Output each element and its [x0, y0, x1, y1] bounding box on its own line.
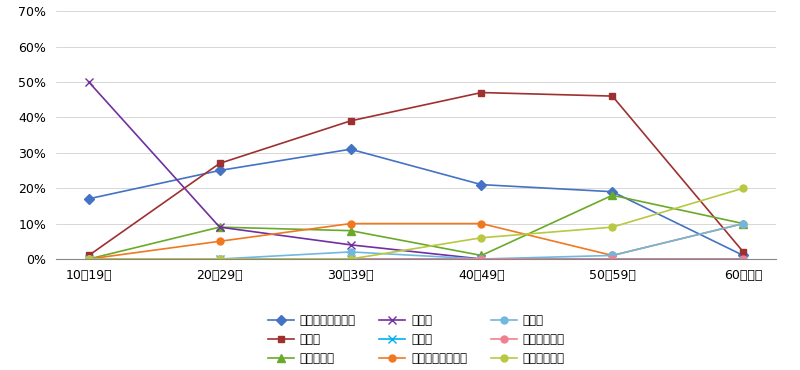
Line: 転　動: 転 動 — [86, 89, 746, 259]
結婚・離婚・縁組 — [607, 253, 617, 258]
交通の利便性 — [738, 257, 748, 261]
卒　業 — [738, 257, 748, 261]
退職・廃業 — [738, 221, 748, 226]
結婚・離婚・縁組 — [84, 257, 94, 261]
Line: 生活の利便性: 生活の利便性 — [86, 185, 746, 262]
就職・転職・転業 — [84, 196, 94, 201]
就職・転職・転業 — [215, 168, 225, 173]
Line: 就　学: 就 学 — [85, 78, 747, 263]
卒　業 — [346, 257, 355, 261]
卒　業 — [215, 257, 225, 261]
住　宅 — [477, 257, 486, 261]
転　動 — [607, 94, 617, 98]
交通の利便性 — [607, 257, 617, 261]
就　学 — [477, 257, 486, 261]
Line: 住　宅: 住 宅 — [86, 220, 746, 262]
住　宅 — [84, 257, 94, 261]
Legend: 就職・転職・転業, 転　動, 退職・廃業, 就　学, 卒　業, 結婚・離婚・縁組, 住　宅, 交通の利便性, 生活の利便性: 就職・転職・転業, 転 動, 退職・廃業, 就 学, 卒 業, 結婚・離婚・縁組… — [263, 310, 569, 370]
退職・廃業 — [84, 257, 94, 261]
生活の利便性 — [607, 225, 617, 229]
結婚・離婚・縁組 — [477, 221, 486, 226]
Line: 就職・転職・転業: 就職・転職・転業 — [86, 146, 746, 259]
転　動 — [84, 253, 94, 258]
就職・転職・転業 — [738, 253, 748, 258]
交通の利便性 — [84, 257, 94, 261]
転　動 — [738, 250, 748, 254]
退職・廃業 — [346, 228, 355, 233]
交通の利便性 — [215, 257, 225, 261]
Line: 結婚・離婚・縁組: 結婚・離婚・縁組 — [86, 220, 746, 262]
就職・転職・転業 — [607, 189, 617, 194]
転　動 — [215, 161, 225, 166]
結婚・離婚・縁組 — [346, 221, 355, 226]
交通の利便性 — [346, 257, 355, 261]
生活の利便性 — [346, 257, 355, 261]
Line: 退職・廃業: 退職・廃業 — [85, 191, 747, 263]
住　宅 — [215, 257, 225, 261]
生活の利便性 — [84, 257, 94, 261]
退職・廃業 — [477, 253, 486, 258]
卒　業 — [84, 257, 94, 261]
住　宅 — [346, 250, 355, 254]
就職・転職・転業 — [477, 182, 486, 187]
就職・転職・転業 — [346, 147, 355, 151]
転　動 — [477, 90, 486, 95]
退職・廃業 — [607, 193, 617, 198]
就　学 — [738, 257, 748, 261]
生活の利便性 — [215, 257, 225, 261]
退職・廃業 — [215, 225, 225, 229]
結婚・離婚・縁組 — [738, 221, 748, 226]
Line: 交通の利便性: 交通の利便性 — [86, 256, 746, 262]
転　動 — [346, 119, 355, 123]
結婚・離婚・縁組 — [215, 239, 225, 243]
卒　業 — [477, 257, 486, 261]
生活の利便性 — [477, 236, 486, 240]
住　宅 — [607, 253, 617, 258]
生活の利便性 — [738, 186, 748, 191]
就　学 — [607, 257, 617, 261]
就　学 — [215, 225, 225, 229]
Line: 卒　業: 卒 業 — [85, 255, 747, 263]
卒　業 — [607, 257, 617, 261]
交通の利便性 — [477, 257, 486, 261]
住　宅 — [738, 221, 748, 226]
就　学 — [346, 243, 355, 247]
就　学 — [84, 80, 94, 84]
